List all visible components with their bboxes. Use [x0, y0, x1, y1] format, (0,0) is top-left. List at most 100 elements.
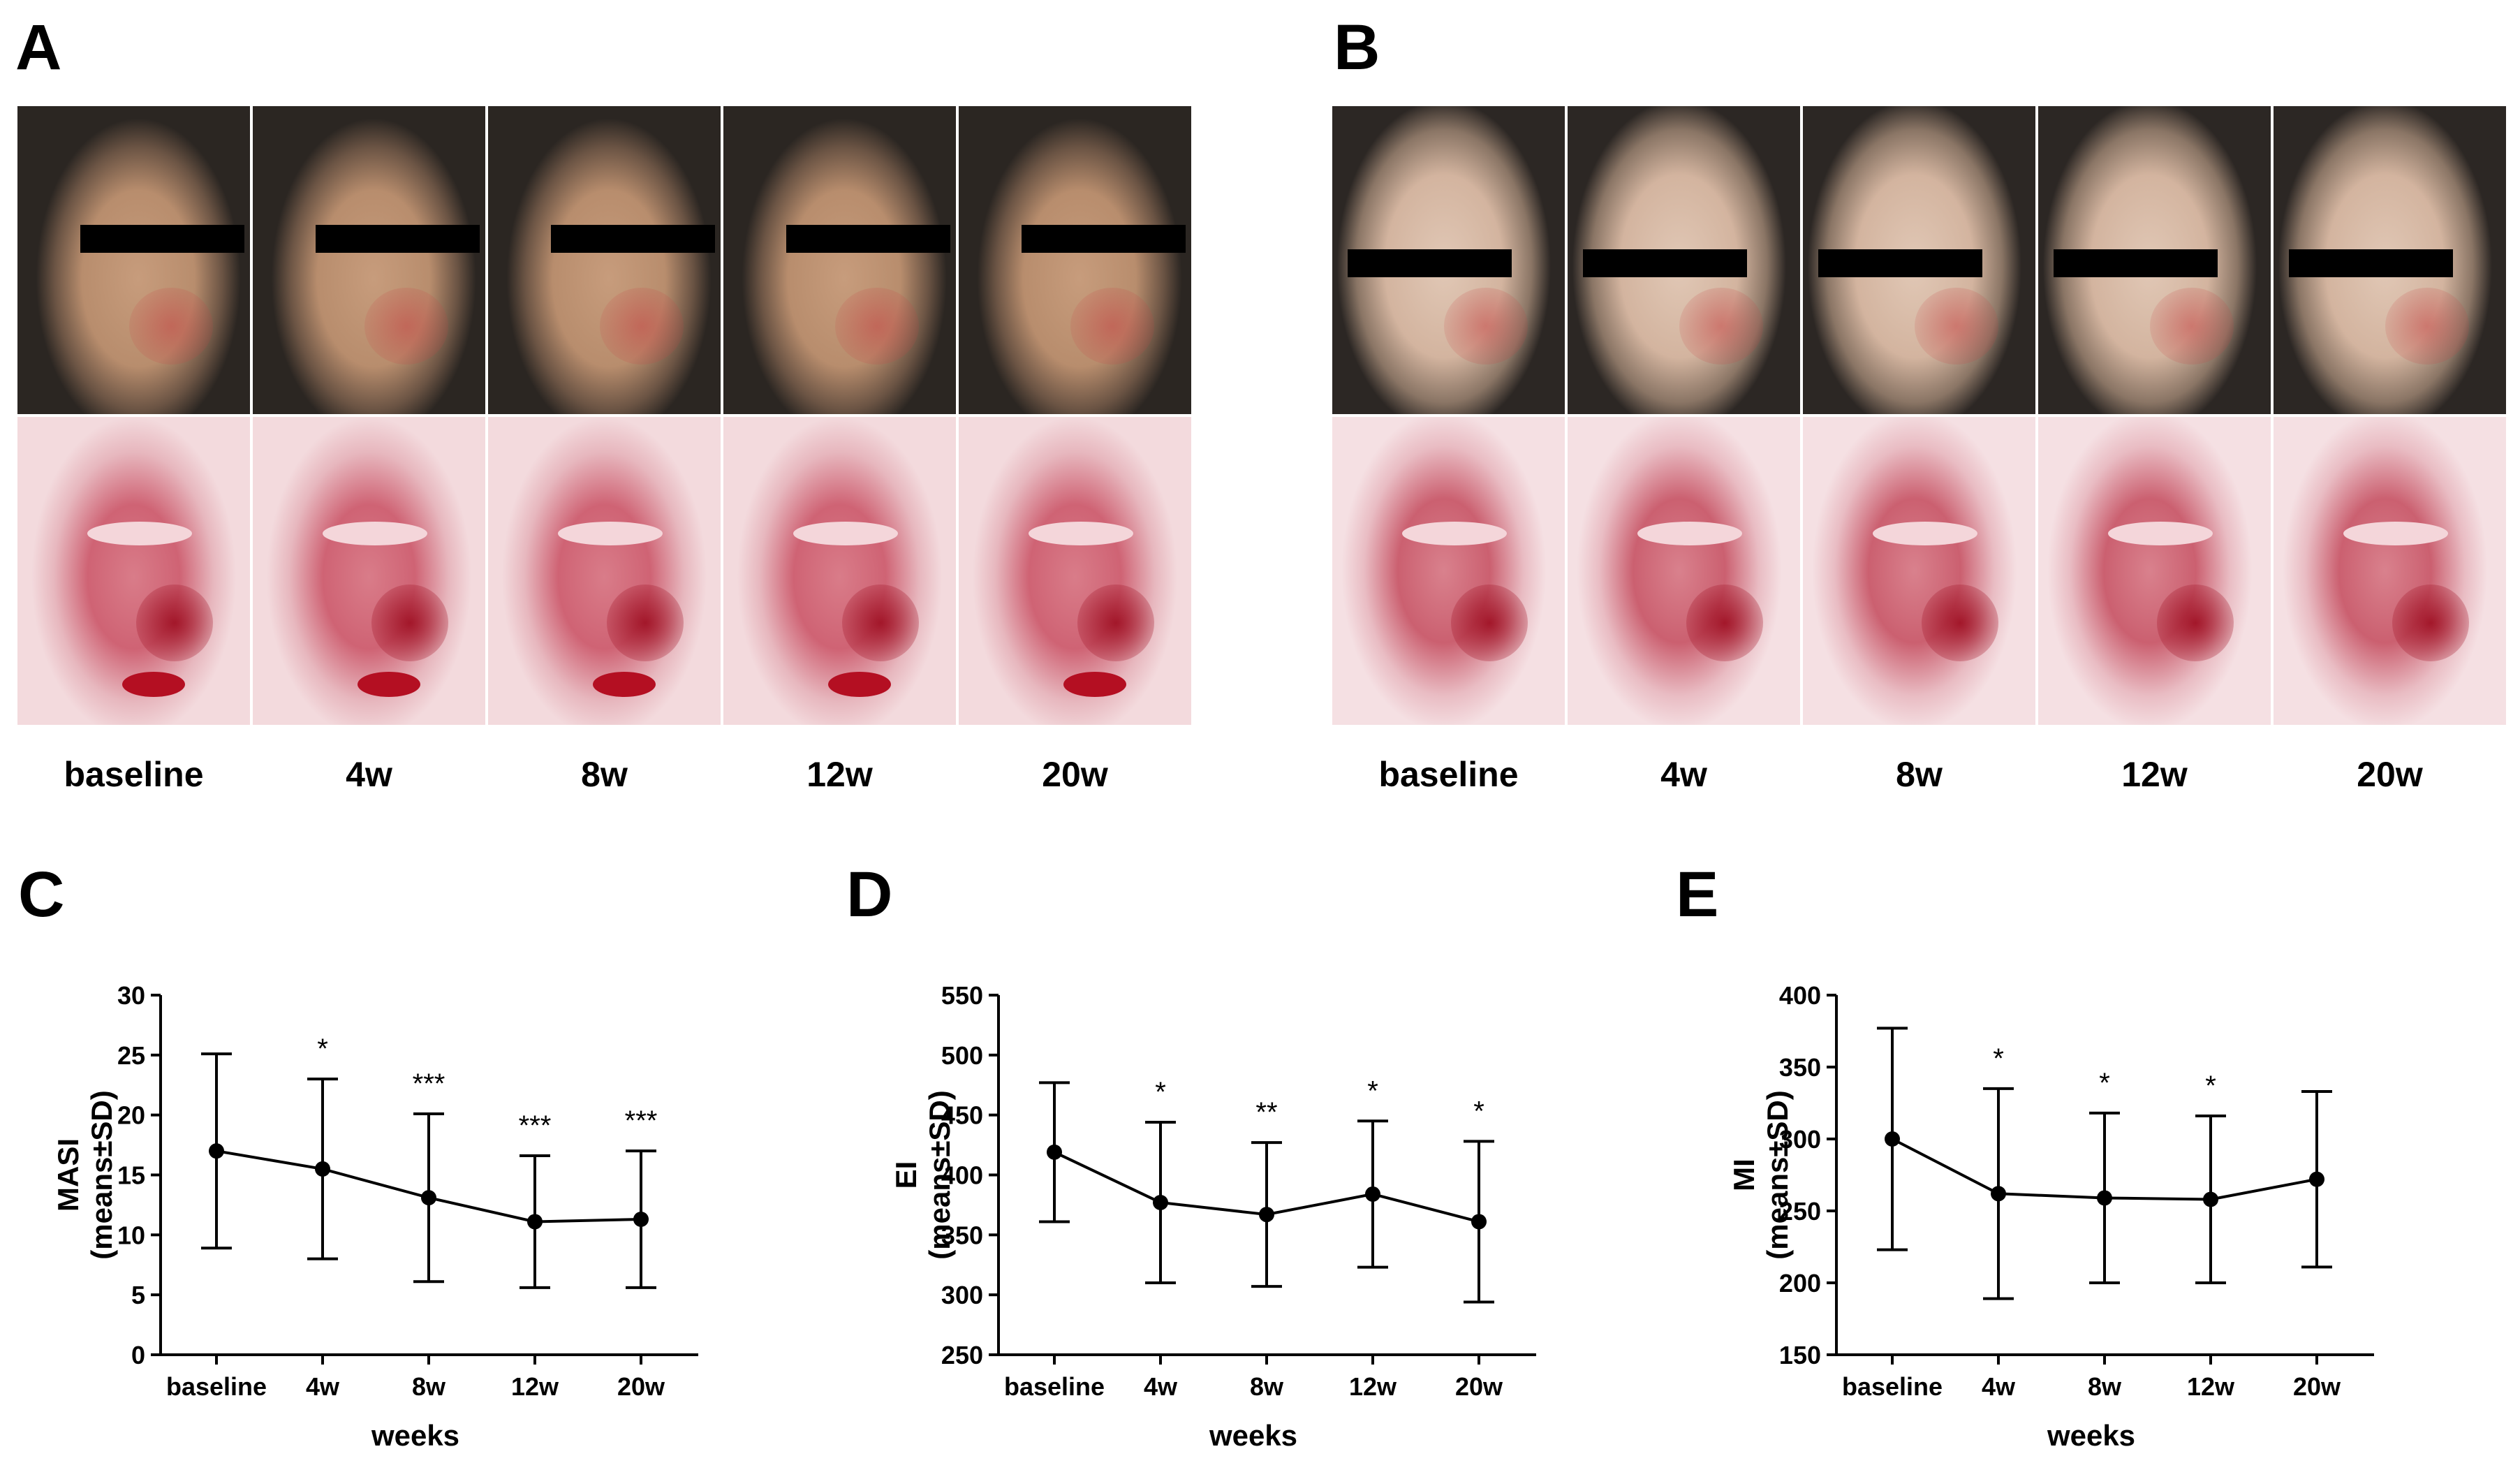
chart-c-y-tick-label: 0	[131, 1341, 145, 1369]
chart-c-x-tick-label: 8w	[412, 1372, 446, 1401]
panel-b-photo-8w	[1803, 106, 2035, 414]
panel-a-photo-20w	[959, 106, 1191, 414]
panel-a-map-4w	[253, 417, 485, 725]
panel-a-map-12w	[723, 417, 956, 725]
chart-c-data-point	[315, 1161, 330, 1177]
chart-e-y-tick-label: 350	[1779, 1053, 1821, 1082]
chart-d-data-point	[1153, 1194, 1168, 1210]
panel-a-hemoglobin-map-row	[17, 417, 1191, 725]
panel-a-photo-8w	[488, 106, 721, 414]
chart-d-data-point	[1471, 1214, 1487, 1230]
chart-e-significance-marker: *	[1993, 1043, 2004, 1074]
chart-e-data-point	[2309, 1171, 2324, 1187]
chart-d-significance-marker: *	[1367, 1075, 1378, 1106]
panel-b-caption-4w: 4w	[1660, 755, 1707, 794]
panel-b-photo-20w	[2274, 106, 2506, 414]
panel-label-e: E	[1676, 859, 1719, 930]
panel-b-clinical-photo-row	[1332, 106, 2506, 414]
chart-c-data-point	[633, 1212, 649, 1228]
panel-b-image-strip	[1332, 106, 2506, 725]
chart-c-x-tick-label: 4w	[306, 1372, 340, 1401]
chart-e-y-tick-label: 250	[1779, 1197, 1821, 1226]
panel-b-photo-4w	[1568, 106, 1800, 414]
chart-c-y-tick-label: 15	[117, 1161, 145, 1190]
chart-c-y-tick-label: 25	[117, 1041, 145, 1070]
panel-a-caption-baseline: baseline	[64, 755, 204, 794]
chart-e-data-point	[2203, 1191, 2218, 1207]
chart-e-y-tick-label: 150	[1779, 1341, 1821, 1369]
chart-e-data-point	[1885, 1131, 1900, 1147]
chart-d-x-tick-label: 4w	[1144, 1372, 1178, 1401]
chart-c-data-point	[421, 1190, 436, 1206]
chart-c-significance-marker: ***	[625, 1105, 658, 1136]
panel-b-map-baseline	[1332, 417, 1565, 725]
chart-e-x-tick-label: 20w	[2293, 1372, 2341, 1401]
chart-d-significance-marker: *	[1155, 1077, 1166, 1108]
panel-b-hemoglobin-map-row	[1332, 417, 2506, 725]
panel-b-caption-8w: 8w	[1896, 755, 1943, 794]
chart-e-y-axis-sublabel: (means±SD)	[1761, 1090, 1794, 1259]
chart-c-y-tick-label: 30	[117, 981, 145, 1010]
chart-d-y-tick-label: 550	[941, 981, 983, 1010]
chart-c-y-tick-label: 20	[117, 1101, 145, 1130]
chart-d-y-tick-label: 350	[941, 1221, 983, 1249]
chart-c-y-axis-sublabel: (means±SD)	[85, 1090, 118, 1259]
panel-b-map-4w	[1568, 417, 1800, 725]
panel-a-photo-12w	[723, 106, 956, 414]
panel-a-caption-20w: 20w	[1042, 755, 1108, 794]
chart-d-data-point	[1259, 1207, 1274, 1223]
chart-d-y-axis-sublabel: (means±SD)	[923, 1090, 956, 1259]
chart-c-y-tick-label: 10	[117, 1221, 145, 1249]
chart-e-significance-marker: *	[2099, 1068, 2110, 1098]
chart-d-data-point	[1047, 1144, 1062, 1160]
panel-a-caption-8w: 8w	[581, 755, 628, 794]
chart-d-y-tick-label: 250	[941, 1341, 983, 1369]
panel-b-photo-baseline	[1332, 106, 1565, 414]
panel-label-d: D	[846, 859, 893, 930]
chart-d-data-point	[1365, 1186, 1380, 1202]
chart-c-significance-marker: ***	[519, 1110, 552, 1141]
chart-d-y-tick-label: 500	[941, 1041, 983, 1070]
chart-e-y-tick-label: 300	[1779, 1125, 1821, 1154]
chart-e-x-tick-label: 4w	[1982, 1372, 2016, 1401]
chart-d-y-tick-label: 300	[941, 1281, 983, 1309]
panel-b-photo-12w	[2038, 106, 2271, 414]
chart-d-x-tick-label: 8w	[1250, 1372, 1284, 1401]
panel-a-map-20w	[959, 417, 1191, 725]
chart-c-masi: 0 5 10 15 20 25 30 baseline 4w 8w 12w 20w weeks MASI(…	[52, 981, 698, 1452]
chart-d-x-tick-label: 20w	[1455, 1372, 1503, 1401]
panel-a-caption-4w: 4w	[346, 755, 392, 794]
chart-e-x-tick-label: 12w	[2187, 1372, 2235, 1401]
chart-e-data-point	[2097, 1190, 2112, 1206]
chart-e-mi: 150 200 250 300 350 400 baseline 4w 8w 12w 20w week…	[1727, 981, 2374, 1452]
chart-c-x-tick-label: baseline	[166, 1372, 267, 1401]
panel-a-image-strip	[17, 106, 1191, 725]
chart-d-y-axis-label: EI	[890, 1161, 922, 1189]
chart-c-y-tick-label: 5	[131, 1281, 145, 1309]
chart-c-x-tick-label: 12w	[511, 1372, 559, 1401]
chart-c-x-tick-label: 20w	[617, 1372, 665, 1401]
chart-c-significance-marker: *	[317, 1034, 328, 1064]
panel-b-caption-12w: 12w	[2121, 755, 2188, 794]
panel-a-photo-baseline	[17, 106, 250, 414]
panel-a-map-8w	[488, 417, 721, 725]
chart-d-x-axis-label: weeks	[1209, 1419, 1297, 1452]
chart-d-y-tick-label: 450	[941, 1101, 983, 1130]
chart-c-y-axis-label: MASI	[52, 1138, 84, 1212]
panel-label-b: B	[1334, 12, 1380, 83]
chart-d-x-tick-label: baseline	[1004, 1372, 1105, 1401]
chart-e-significance-marker: *	[2205, 1071, 2216, 1101]
chart-e-y-axis-label: MI	[1727, 1159, 1760, 1191]
chart-e-data-point	[1991, 1186, 2006, 1202]
panel-a-map-baseline	[17, 417, 250, 725]
panel-b-caption-20w: 20w	[2357, 755, 2423, 794]
chart-d-ei: 250 300 350 400 450 500 550 baseline 4w 8w 12w 20w w…	[890, 981, 1536, 1452]
chart-e-x-tick-label: baseline	[1842, 1372, 1943, 1401]
chart-c-data-point	[527, 1214, 543, 1230]
panel-b-map-12w	[2038, 417, 2271, 725]
chart-e-y-tick-label: 200	[1779, 1269, 1821, 1297]
panel-a-clinical-photo-row	[17, 106, 1191, 414]
panel-b-caption-baseline: baseline	[1378, 755, 1519, 794]
panel-b-map-20w	[2274, 417, 2506, 725]
chart-c-data-point	[209, 1143, 224, 1159]
